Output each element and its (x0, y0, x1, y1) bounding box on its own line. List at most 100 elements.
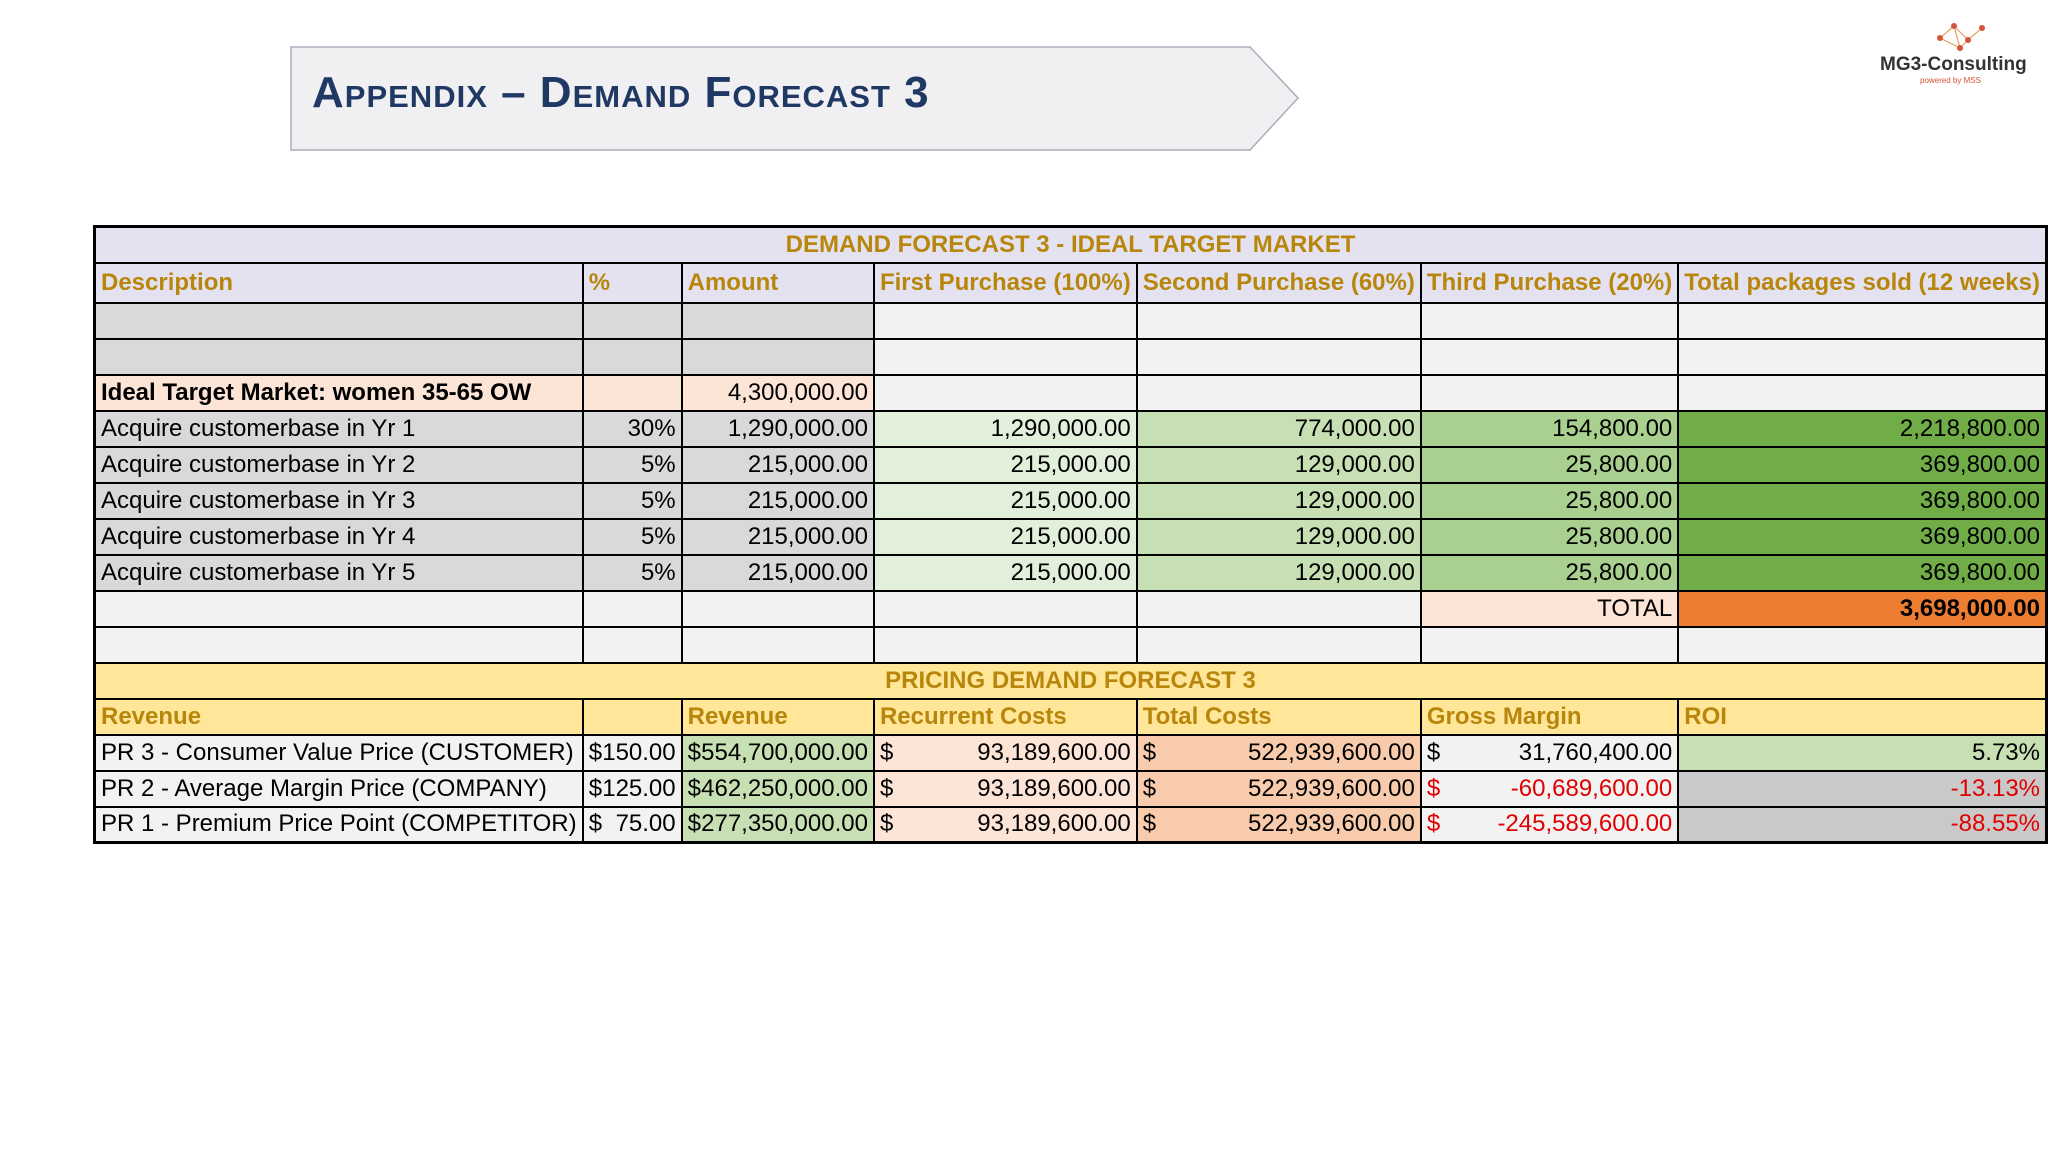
row-third-purchase: 25,800.00 (1419, 481, 1680, 520)
row-total-packages: 369,800.00 (1677, 481, 2048, 520)
row-amount: 1,290,000.00 (680, 409, 875, 448)
row-percent: 5% (581, 517, 683, 556)
demand-header-row: Description % Amount First Purchase (100… (93, 261, 2048, 304)
pricing-title-row: PRICING DEMAND FORECAST 3 (93, 661, 2048, 700)
row-description: Acquire customerbase in Yr 2 (93, 445, 584, 484)
roi-value: 5.73% (1677, 733, 2048, 772)
row-second-purchase: 129,000.00 (1135, 553, 1422, 592)
revenue-value: 554,700,000.00 (701, 738, 868, 766)
col-header-third-purchase: Third Purchase (20%) (1419, 261, 1680, 304)
row-description: Acquire customerbase in Yr 3 (93, 481, 584, 520)
currency-symbol: $ (1142, 774, 1157, 802)
col-header-amount: Amount (680, 261, 875, 304)
empty-cell (1677, 337, 2048, 376)
gross-margin-value: 31,760,400.00 (1518, 738, 1673, 766)
empty-cell (872, 337, 1138, 376)
col-header-roi: ROI (1677, 697, 2048, 736)
empty-cell (872, 373, 1138, 412)
row-total-packages: 369,800.00 (1677, 517, 2048, 556)
logo-text: MG3-Consulting (1880, 54, 2027, 75)
recurrent-costs-value: 93,189,600.00 (977, 738, 1131, 766)
company-logo: MG3-Consulting powered by MSS (1880, 18, 2040, 88)
demand-title-row: DEMAND FORECAST 3 - IDEAL TARGET MARKET (93, 225, 2048, 264)
col-header-total-costs: Total Costs (1135, 697, 1422, 736)
row-third-purchase: 154,800.00 (1419, 409, 1680, 448)
currency-symbol: $ (687, 810, 701, 838)
row-percent: 5% (581, 481, 683, 520)
row-second-purchase: 774,000.00 (1135, 409, 1422, 448)
pricing-row: PR 1 - Premium Price Point (COMPETITOR) … (93, 805, 2048, 844)
table-row: Acquire customerbase in Yr 4 5% 215,000.… (93, 517, 2048, 556)
currency-symbol: $ (687, 774, 701, 802)
empty-row (93, 301, 2048, 340)
logo-subtext: powered by MSS (1920, 76, 1981, 85)
empty-cell (581, 625, 683, 664)
pricing-row: PR 2 - Average Margin Price (COMPANY) $1… (93, 769, 2048, 808)
target-market-label: Ideal Target Market: women 35-65 OW (93, 373, 584, 412)
price-value: 150.00 (602, 738, 676, 766)
col-header-price (581, 697, 683, 736)
recurrent-costs-value: 93,189,600.00 (977, 810, 1131, 838)
pricing-row: PR 3 - Consumer Value Price (CUSTOMER) $… (93, 733, 2048, 772)
row-first-purchase: 215,000.00 (872, 553, 1138, 592)
empty-cell (1677, 301, 2048, 340)
total-costs-value: 522,939,600.00 (1248, 810, 1415, 838)
total-costs-value: 522,939,600.00 (1248, 774, 1415, 802)
empty-cell (1419, 337, 1680, 376)
currency-symbol: $ (1426, 738, 1441, 766)
price-value: 125.00 (602, 774, 676, 802)
pricing-header-row: Revenue Revenue Recurrent Costs Total Co… (93, 697, 2048, 736)
table-row: Acquire customerbase in Yr 1 30% 1,290,0… (93, 409, 2048, 448)
row-first-purchase: 215,000.00 (872, 517, 1138, 556)
currency-symbol: $ (588, 774, 603, 802)
total-row: TOTAL 3,698,000.00 (93, 589, 2048, 628)
empty-cell (1135, 625, 1422, 664)
empty-cell (1135, 589, 1422, 628)
currency-symbol: $ (1142, 810, 1157, 838)
table-row: Acquire customerbase in Yr 3 5% 215,000.… (93, 481, 2048, 520)
empty-row (93, 337, 2048, 376)
arrow-banner-shape (290, 46, 1300, 151)
empty-row (93, 625, 2048, 664)
row-third-purchase: 25,800.00 (1419, 553, 1680, 592)
gross-margin-value: -245,589,600.00 (1497, 810, 1673, 838)
empty-cell (581, 589, 683, 628)
row-third-purchase: 25,800.00 (1419, 517, 1680, 556)
empty-cell (680, 301, 875, 340)
demand-table-title: DEMAND FORECAST 3 - IDEAL TARGET MARKET (93, 225, 2048, 264)
currency-symbol: $ (1426, 810, 1441, 838)
col-header-second-purchase: Second Purchase (60%) (1135, 261, 1422, 304)
total-value: 3,698,000.00 (1677, 589, 2048, 628)
table-row: Acquire customerbase in Yr 2 5% 215,000.… (93, 445, 2048, 484)
forecast-table: DEMAND FORECAST 3 - IDEAL TARGET MARKET … (93, 225, 2048, 844)
row-first-purchase: 1,290,000.00 (872, 409, 1138, 448)
network-logo-icon (1937, 23, 1985, 51)
title-banner: Appendix – Demand Forecast 3 (290, 46, 1300, 151)
row-description: Acquire customerbase in Yr 1 (93, 409, 584, 448)
empty-cell (93, 589, 584, 628)
row-amount: 215,000.00 (680, 481, 875, 520)
revenue-value: 277,350,000.00 (701, 810, 868, 838)
row-second-purchase: 129,000.00 (1135, 481, 1422, 520)
empty-cell (93, 337, 584, 376)
row-percent: 30% (581, 409, 683, 448)
empty-cell (581, 337, 683, 376)
currency-symbol: $ (879, 810, 894, 838)
target-market-amount: 4,300,000.00 (680, 373, 875, 412)
price-value: 75.00 (615, 810, 676, 838)
row-total-packages: 369,800.00 (1677, 445, 2048, 484)
col-header-total-packages: Total packages sold (12 weeks) (1677, 261, 2048, 304)
row-total-packages: 369,800.00 (1677, 553, 2048, 592)
empty-cell (872, 301, 1138, 340)
row-amount: 215,000.00 (680, 553, 875, 592)
row-total-packages: 2,218,800.00 (1677, 409, 2048, 448)
row-percent: 5% (581, 553, 683, 592)
empty-cell (680, 589, 875, 628)
row-third-purchase: 25,800.00 (1419, 445, 1680, 484)
empty-cell (680, 337, 875, 376)
currency-symbol: $ (1142, 738, 1157, 766)
empty-cell (1135, 337, 1422, 376)
col-header-gross-margin: Gross Margin (1419, 697, 1680, 736)
row-second-purchase: 129,000.00 (1135, 445, 1422, 484)
row-first-purchase: 215,000.00 (872, 445, 1138, 484)
